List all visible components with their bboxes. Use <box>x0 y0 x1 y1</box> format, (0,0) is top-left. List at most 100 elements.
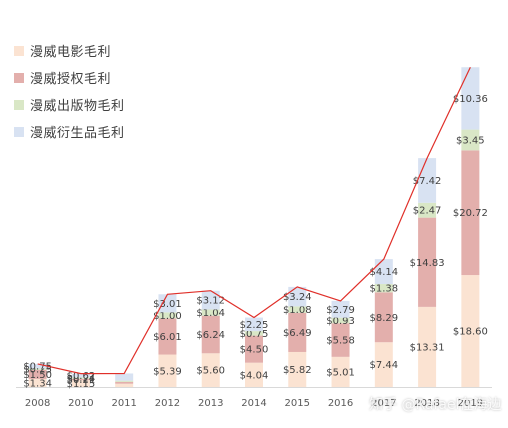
x-tick-label: 2008 <box>25 398 50 409</box>
bar-segment <box>331 300 350 318</box>
bar-segment <box>71 378 90 381</box>
data-label: $0.93 <box>326 316 355 327</box>
data-label: $18.60 <box>453 327 488 338</box>
data-label: $20.72 <box>453 208 488 219</box>
bar-segment <box>201 309 220 316</box>
bar-segment <box>418 202 437 218</box>
bar-segment <box>374 342 393 387</box>
legend-item: 漫威出版物毛利 <box>14 91 125 118</box>
data-label: $7.44 <box>369 360 398 371</box>
bar-segment <box>158 318 177 355</box>
data-label: $1.34 <box>23 378 52 389</box>
bar-segment <box>158 354 177 387</box>
bar-segment <box>331 356 350 387</box>
data-label: $7.42 <box>413 176 442 187</box>
data-label: $5.58 <box>326 336 355 347</box>
bar-segment <box>245 317 263 332</box>
x-tick-label: 2019 <box>458 398 483 409</box>
bar-segment <box>461 129 480 151</box>
data-label: $6.49 <box>283 328 312 339</box>
data-label: $8.29 <box>369 313 398 324</box>
data-label: $3.45 <box>456 135 485 146</box>
x-tick-label: 2013 <box>198 398 223 409</box>
bar-segment <box>374 292 393 343</box>
data-label: $13.31 <box>410 342 445 353</box>
legend-swatch <box>14 45 24 56</box>
bar-segment <box>374 284 393 293</box>
bar-segment <box>201 315 220 354</box>
data-label: $14.83 <box>410 258 445 269</box>
x-tick-label: 2017 <box>371 398 396 409</box>
data-label: $0.75 <box>240 329 269 340</box>
bar-segment <box>331 323 350 357</box>
data-label: $5.39 <box>153 366 182 377</box>
bar-segment <box>115 383 134 387</box>
data-label: $5.01 <box>326 367 355 378</box>
data-label: $0.75 <box>23 362 52 373</box>
bar-segment <box>245 331 263 336</box>
data-label: $5.82 <box>283 365 312 376</box>
data-label: $0.21 <box>67 375 96 386</box>
bar-segment <box>115 381 134 384</box>
bar-segment <box>331 317 350 324</box>
bar-segment <box>201 353 220 387</box>
data-label: $1.50 <box>23 370 52 381</box>
x-tick-label: 2012 <box>155 398 180 409</box>
data-label: $4.04 <box>240 370 269 381</box>
legend-item: 漫威授权毛利 <box>14 64 125 91</box>
bar-segment <box>288 306 307 313</box>
legend-item: 漫威电影毛利 <box>14 37 125 64</box>
bar-segment <box>461 67 480 130</box>
legend-label: 漫威出版物毛利 <box>30 99 125 114</box>
data-label: $3.12 <box>196 296 225 307</box>
legend-swatch <box>14 72 24 83</box>
data-label: $6.24 <box>196 330 225 341</box>
bar-segment <box>28 363 47 369</box>
data-label: $2.79 <box>326 305 355 316</box>
bar-segment <box>288 312 307 352</box>
data-label: $4.14 <box>369 267 398 278</box>
data-label: $1.15 <box>67 379 96 390</box>
data-label: $0.25 <box>23 365 52 376</box>
data-label: $1.04 <box>196 308 225 319</box>
data-label: $5.60 <box>196 366 225 377</box>
bar-segment <box>418 306 437 387</box>
bar-segment <box>245 362 263 387</box>
bar-segment <box>158 312 177 319</box>
bar-segment <box>28 368 47 370</box>
x-tick-label: 2016 <box>328 398 353 409</box>
legend-swatch <box>14 126 24 137</box>
legend: 漫威电影毛利 漫威授权毛利 漫威出版物毛利 漫威衍生品毛利 <box>14 37 125 145</box>
data-label: $3.24 <box>283 292 312 303</box>
total-line <box>37 66 471 375</box>
bar-segment <box>28 378 47 387</box>
bar-segment <box>245 335 263 363</box>
data-label: $2.47 <box>413 206 442 217</box>
x-tick-label: 2014 <box>241 398 266 409</box>
data-label: $10.36 <box>453 94 488 105</box>
legend-item: 漫威衍生品毛利 <box>14 118 125 145</box>
data-label: $0.62 <box>67 371 96 382</box>
bar-segment <box>288 351 307 387</box>
bar-segment <box>201 290 220 310</box>
x-tick-label: 2010 <box>68 398 93 409</box>
bar-segment <box>115 380 134 382</box>
data-label: $0.24 <box>67 374 96 385</box>
bar-segment <box>374 259 393 285</box>
legend-label: 漫威衍生品毛利 <box>30 126 125 141</box>
bar-segment <box>71 380 90 387</box>
bar-segment <box>115 373 134 381</box>
data-label: $1.00 <box>153 311 182 322</box>
x-tick-label: 2011 <box>111 398 136 409</box>
bar-segment <box>288 286 307 307</box>
data-label: $2.25 <box>240 320 269 331</box>
bar-segment <box>28 369 47 379</box>
x-tick-label: 2018 <box>414 398 439 409</box>
data-label: $3.01 <box>153 299 182 310</box>
legend-swatch <box>14 99 24 110</box>
bar-segment <box>418 217 437 307</box>
legend-label: 漫威电影毛利 <box>30 45 112 60</box>
legend-label: 漫威授权毛利 <box>30 72 112 87</box>
x-tick-label: 2015 <box>285 398 310 409</box>
